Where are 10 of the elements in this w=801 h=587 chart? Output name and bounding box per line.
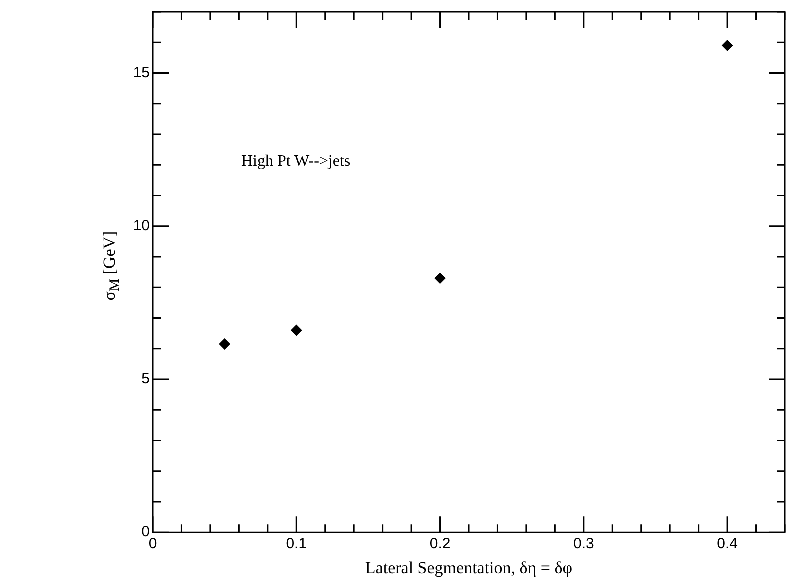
x-tick-label: 0.3: [573, 536, 594, 553]
y-tick-label: 5: [142, 370, 150, 388]
x-tick-label: 0.4: [717, 536, 738, 553]
x-tick-label: 0.1: [286, 536, 308, 553]
y-tick-label: 15: [133, 64, 150, 82]
y-tick-label: 0: [142, 524, 150, 541]
x-axis-title: Lateral Segmentation, δη = δφ: [365, 558, 573, 578]
annotation: High Pt W-->jets: [241, 152, 351, 171]
x-tick-label: 0.2: [430, 536, 451, 553]
y-tick-label: 10: [133, 218, 150, 235]
